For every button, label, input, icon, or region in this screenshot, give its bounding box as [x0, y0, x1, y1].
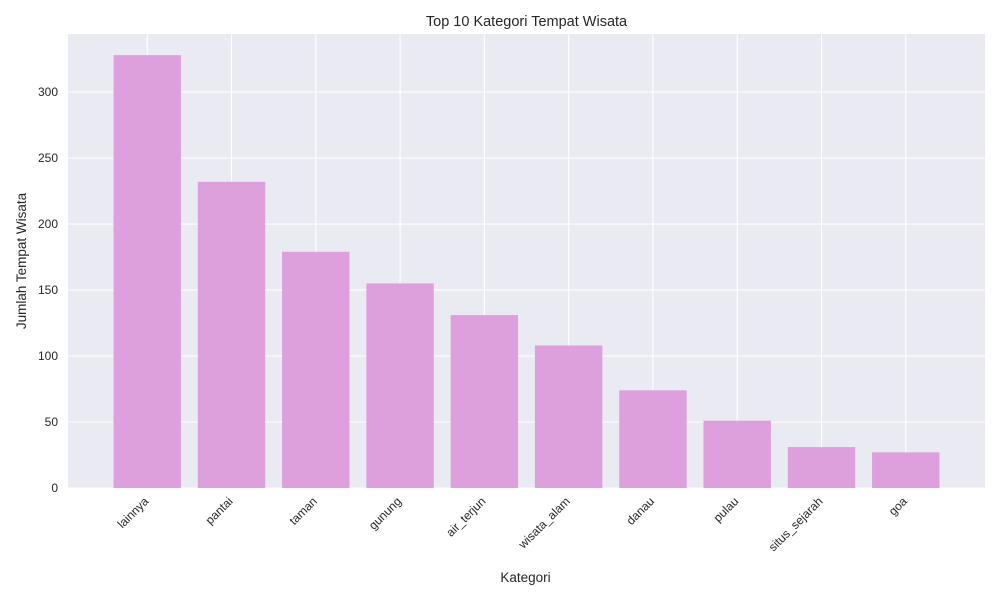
x-tick-label: goa [886, 494, 910, 518]
x-tick-label: air_terjun [443, 494, 488, 539]
x-tick-label: taman [286, 494, 319, 527]
x-tick-label: wisata_alam [515, 494, 573, 552]
bar-lainnya [113, 55, 181, 489]
x-tick-label: pulau [711, 494, 742, 525]
bar-taman [282, 251, 350, 488]
bar-pulau [703, 420, 771, 488]
y-tick-labels: 0 50 100 150 200 250 300 [38, 85, 58, 495]
x-tick-label: lainnya [115, 494, 152, 531]
y-tick-label: 200 [38, 217, 58, 231]
y-tick-label: 0 [51, 481, 58, 495]
y-axis-label: Jumlah Tempat Wisata [14, 192, 29, 329]
bars [113, 55, 940, 489]
chart-title: Top 10 Kategori Tempat Wisata [426, 14, 628, 30]
y-tick-label: 150 [38, 283, 58, 297]
x-tick-label: danau [624, 494, 657, 527]
bar-air_terjun [450, 315, 519, 488]
y-tick-label: 50 [45, 415, 59, 429]
x-tick-label: gunung [366, 494, 404, 532]
bar-goa [872, 452, 940, 488]
x-tick-label: pantai [203, 494, 236, 527]
y-tick-label: 250 [38, 151, 58, 165]
bar-gunung [366, 283, 434, 488]
bar-wisata_alam [534, 345, 603, 488]
y-tick-label: 100 [38, 349, 58, 363]
y-tick-label: 300 [38, 85, 58, 99]
x-tick-label: situs_sejarah [766, 494, 826, 554]
bar-danau [619, 390, 687, 488]
x-axis-label: Kategori [500, 570, 550, 585]
bar-situs_sejarah [787, 447, 856, 488]
x-tick-labels: lainnya pantai taman gunung air_terjun wisata… [115, 494, 911, 554]
bar-pantai [197, 181, 266, 488]
